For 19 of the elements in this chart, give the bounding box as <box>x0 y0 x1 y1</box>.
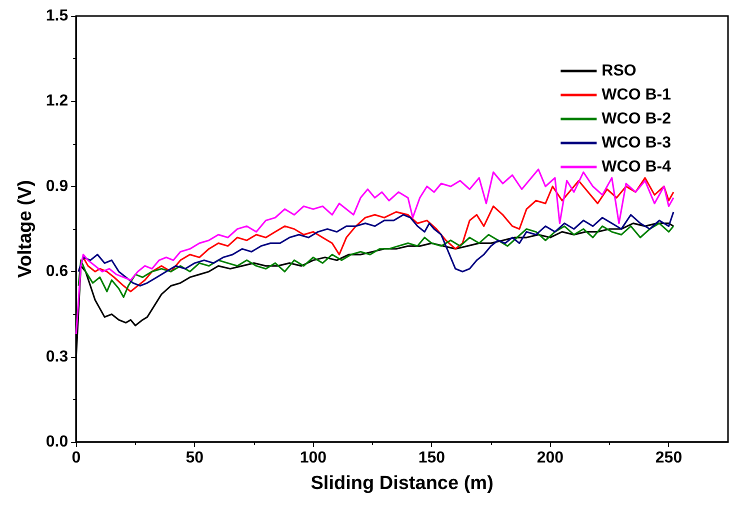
y-tick-label: 1.5 <box>46 8 68 24</box>
legend-label: WCO B-4 <box>602 158 672 176</box>
x-tick-label: 0 <box>72 450 81 466</box>
legend-label: WCO B-2 <box>602 110 672 128</box>
legend-label: WCO B-3 <box>602 134 672 152</box>
x-axis-title: Sliding Distance (m) <box>310 473 494 494</box>
x-tick-label: 250 <box>655 450 682 466</box>
legend-label: RSO <box>602 62 636 80</box>
y-tick-label: 0.6 <box>46 263 68 280</box>
x-tick-label: 100 <box>300 450 327 466</box>
y-tick-label: 1.2 <box>46 92 68 110</box>
y-axis-title: Voltage (V) <box>15 180 36 278</box>
y-tick-label: 0.0 <box>46 434 68 450</box>
y-tick-label: 0.9 <box>46 178 68 195</box>
legend-label: WCO B-1 <box>602 86 672 104</box>
x-tick-label: 150 <box>418 450 446 466</box>
x-tick-label: 50 <box>186 450 204 466</box>
y-tick-label: 0.3 <box>46 348 68 366</box>
x-tick-label: 200 <box>536 450 564 466</box>
